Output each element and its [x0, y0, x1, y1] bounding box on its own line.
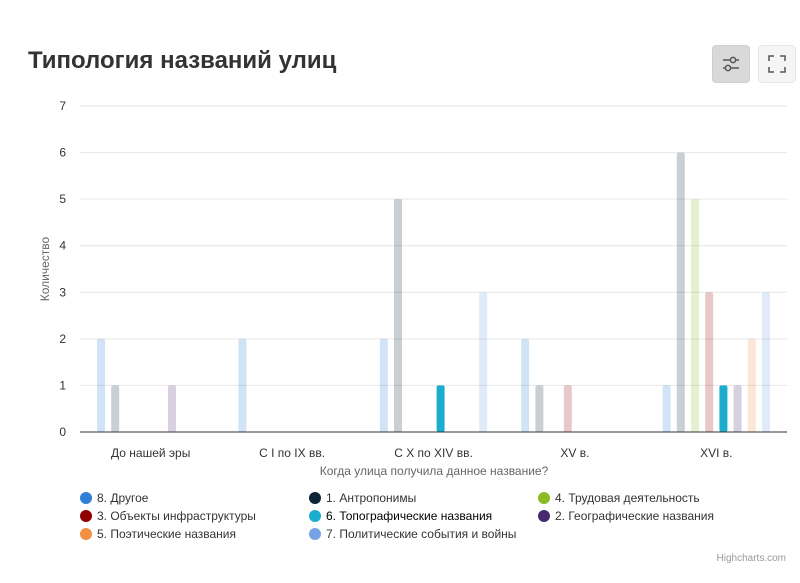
x-axis-title: Когда улица получила данное название?: [320, 464, 549, 478]
x-tick-label: XV в.: [560, 446, 589, 460]
legend-marker: [80, 492, 92, 504]
bar[interactable]: [97, 338, 105, 432]
bar[interactable]: [436, 385, 445, 432]
grid-lines: [80, 105, 787, 386]
chart-title: Типология названий улиц: [28, 47, 337, 74]
bars: [97, 152, 770, 433]
bar[interactable]: [691, 199, 699, 432]
legend-item[interactable]: 1. Антропонимы: [309, 491, 416, 505]
y-tick-label: 6: [59, 146, 66, 160]
bar[interactable]: [747, 338, 756, 432]
legend-item[interactable]: 3. Объекты инфраструктуры: [80, 509, 256, 523]
y-tick-label: 1: [59, 378, 66, 392]
y-tick-label: 5: [59, 192, 66, 206]
legend-item[interactable]: 5. Поэтические названия: [80, 527, 236, 541]
y-tick-label: 7: [59, 99, 66, 113]
bar[interactable]: [719, 385, 728, 432]
legend-marker: [309, 492, 321, 504]
legend-label: 5. Поэтические названия: [97, 527, 236, 541]
legend-label: 7. Политические события и войны: [326, 527, 516, 541]
legend-item[interactable]: 4. Трудовая деятельность: [538, 491, 700, 505]
bar[interactable]: [168, 385, 176, 432]
bar[interactable]: [521, 338, 530, 432]
legend-marker: [538, 510, 550, 522]
bar[interactable]: [733, 385, 742, 432]
bar[interactable]: [705, 292, 714, 432]
y-tick-label: 2: [59, 332, 66, 346]
legend-marker: [80, 528, 92, 540]
y-tick-label: 4: [59, 239, 66, 253]
x-tick-label: С I по IX вв.: [259, 446, 325, 460]
bar[interactable]: [111, 385, 120, 432]
legend-label: 6. Топографические названия: [326, 509, 492, 523]
legend-marker: [309, 528, 321, 540]
y-axis-title: Количество: [38, 236, 52, 301]
x-tick-label: До нашей эры: [111, 446, 190, 460]
legend-label: 8. Другое: [97, 491, 149, 505]
legend-marker: [80, 510, 92, 522]
y-axis-ticks: 0 1 2 3 4 5 6 7: [59, 99, 66, 439]
bar[interactable]: [662, 385, 671, 432]
bar[interactable]: [379, 338, 388, 432]
bar[interactable]: [238, 338, 247, 432]
credits-link[interactable]: Highcharts.com: [716, 553, 786, 564]
x-tick-label: XVI в.: [700, 446, 732, 460]
bar[interactable]: [479, 292, 488, 432]
bar[interactable]: [394, 199, 402, 432]
legend-item[interactable]: 2. Географические названия: [538, 509, 714, 523]
legend-label: 3. Объекты инфраструктуры: [97, 509, 256, 523]
sliders-icon: [723, 56, 739, 72]
y-tick-label: 0: [59, 425, 66, 439]
x-axis-ticks: До нашей эры С I по IX вв. С X по XIV вв. X…: [111, 446, 732, 460]
fullscreen-button[interactable]: [758, 45, 796, 83]
legend-label: 1. Антропонимы: [326, 491, 416, 505]
legend-label: 2. Географические названия: [555, 509, 714, 523]
legend-item[interactable]: 8. Другое: [80, 491, 149, 505]
legend-item[interactable]: 6. Топографические названия: [309, 509, 492, 523]
fullscreen-icon: [768, 55, 786, 73]
legend-label: 4. Трудовая деятельность: [555, 491, 700, 505]
legend-item[interactable]: 7. Политические события и войны: [309, 527, 516, 541]
y-tick-label: 3: [59, 285, 66, 299]
legend-marker: [309, 510, 321, 522]
bar[interactable]: [535, 385, 544, 432]
bar[interactable]: [676, 152, 685, 433]
bar[interactable]: [762, 292, 770, 432]
chart-settings-button[interactable]: [712, 45, 750, 83]
legend-marker: [538, 492, 550, 504]
x-tick-label: С X по XIV вв.: [394, 446, 473, 460]
legend: 8. Другое 1. Антропонимы 4. Трудовая деяте…: [80, 491, 714, 541]
bar[interactable]: [563, 385, 572, 432]
